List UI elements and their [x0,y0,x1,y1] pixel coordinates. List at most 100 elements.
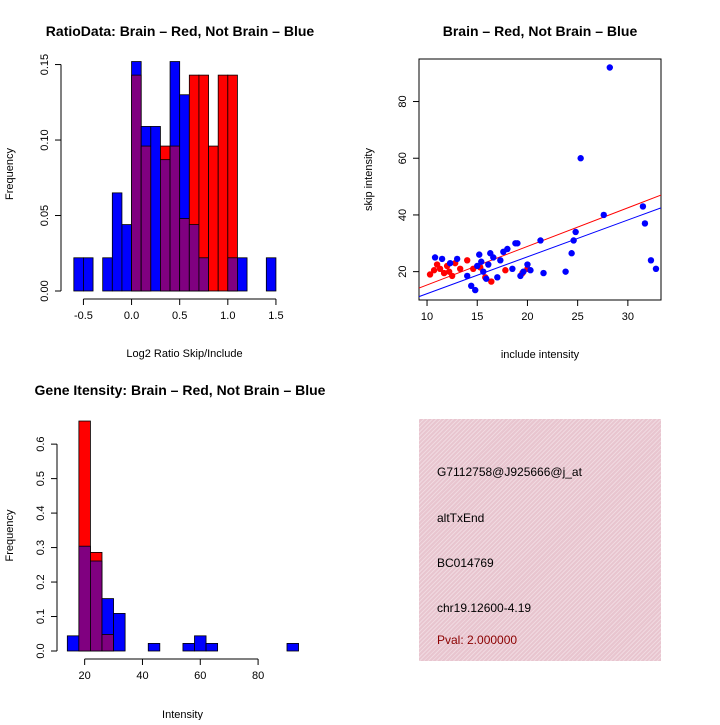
not-brain-fit-line [418,207,662,298]
info-panel: G7112758@J925666@j_at altTxEnd BC014769 … [419,419,661,661]
brain-point [436,265,444,273]
x-tick-label: 25 [572,311,584,323]
x-tick-label: 20 [521,311,533,323]
brain-bar [217,74,229,292]
y-tick-label: 0.6 [35,436,47,451]
not-brain-point [468,282,475,290]
not-brain-point [568,250,575,257]
y-tick-label: 80 [397,95,409,107]
not-brain-bar [265,257,277,292]
x-tick-label: 15 [471,311,483,323]
x-tick-label: 20 [79,670,91,682]
not-brain-bar [83,257,94,292]
not-brain-point [520,268,527,275]
not-brain-point [524,261,531,268]
y-tick-label: 0.00 [39,280,51,301]
not-brain-point [497,257,504,264]
y-tick-label: 20 [397,266,409,278]
x-axis-label: Intensity [162,709,203,720]
not-brain-point [494,274,501,281]
brain-point [448,272,456,280]
not-brain-bar [66,635,80,652]
not-brain-bar [205,643,219,652]
overlap-bar [198,257,209,292]
not-brain-point [472,286,479,294]
x-tick-label: 10 [421,311,433,323]
y-axis-label: skip intensity [363,148,375,211]
not-brain-point [540,269,547,277]
not-brain-bar [182,643,195,652]
not-brain-point [478,258,485,265]
not-brain-point [485,261,492,268]
not-brain-bar [113,613,126,652]
y-tick-label: 60 [397,152,409,164]
overlap-bar [90,560,103,652]
y-tick-label: 0.10 [39,129,51,150]
not-brain-point [463,272,471,280]
not-brain-bar [147,643,161,652]
not-brain-point [480,268,487,275]
overlap-bar [227,257,238,292]
not-brain-bar [111,192,123,292]
not-brain-point [527,267,534,274]
not-brain-bar [121,224,132,292]
overlap-bar [140,145,152,292]
not-brain-point [490,254,497,261]
probe-id-text: G7112758@J925666@j_at [437,465,582,479]
overlap-bar [131,74,142,292]
chart-title: RatioData: Brain – Red, Not Brain – Blue [46,23,315,39]
x-tick-label: 40 [136,670,148,682]
x-axis-label: Log2 Ratio Skip/Include [126,348,242,360]
accession-text: BC014769 [437,556,494,570]
y-tick-label: 0.15 [39,54,51,75]
brain-point [440,269,448,277]
not-brain-point [474,262,481,270]
x-tick-label: 60 [194,670,206,682]
y-tick-label: 0.4 [35,505,47,520]
not-brain-bar [73,257,84,292]
not-brain-point [647,257,655,264]
not-brain-bar [150,126,161,292]
brain-point [488,278,495,285]
not-brain-point [572,228,579,236]
not-brain-bar [194,635,207,652]
y-tick-label: 40 [397,209,409,221]
x-tick-label: -0.5 [74,310,93,322]
y-axis-label: Frequency [4,509,16,561]
not-brain-point [652,265,660,273]
overlap-bar [179,218,190,292]
not-brain-point [600,211,607,219]
not-brain-point [537,237,544,244]
x-tick-label: 0.0 [124,310,139,322]
not-brain-point [562,268,569,275]
overlap-bar [188,224,200,292]
not-brain-bar [237,257,248,292]
overlap-bar [78,545,91,652]
brain-point [456,265,464,273]
not-brain-point [514,240,521,247]
y-tick-label: 0.5 [35,471,47,486]
x-axis-label: include intensity [501,349,580,361]
y-tick-label: 0.1 [35,609,47,624]
brain-point [426,271,434,278]
x-tick-label: 0.5 [172,310,187,322]
not-brain-point [606,64,613,71]
not-brain-point [476,251,483,258]
pval-text: Pval: 2.000000 [437,633,518,647]
y-tick-label: 0.3 [35,540,47,555]
x-tick-label: 1.0 [220,310,235,322]
brain-bar [208,145,219,292]
not-brain-point [453,255,461,263]
overlap-bar [101,634,114,652]
x-tick-label: 30 [622,311,634,323]
not-brain-point [639,203,647,210]
brain-point [463,257,471,264]
y-axis-label: Frequency [4,148,16,200]
not-brain-point [483,275,490,282]
x-tick-label: 80 [252,670,264,682]
not-brain-point [504,245,511,253]
location-text: chr19.12600-4.19 [437,601,532,615]
not-brain-bar [102,257,113,292]
not-brain-point [431,254,439,261]
